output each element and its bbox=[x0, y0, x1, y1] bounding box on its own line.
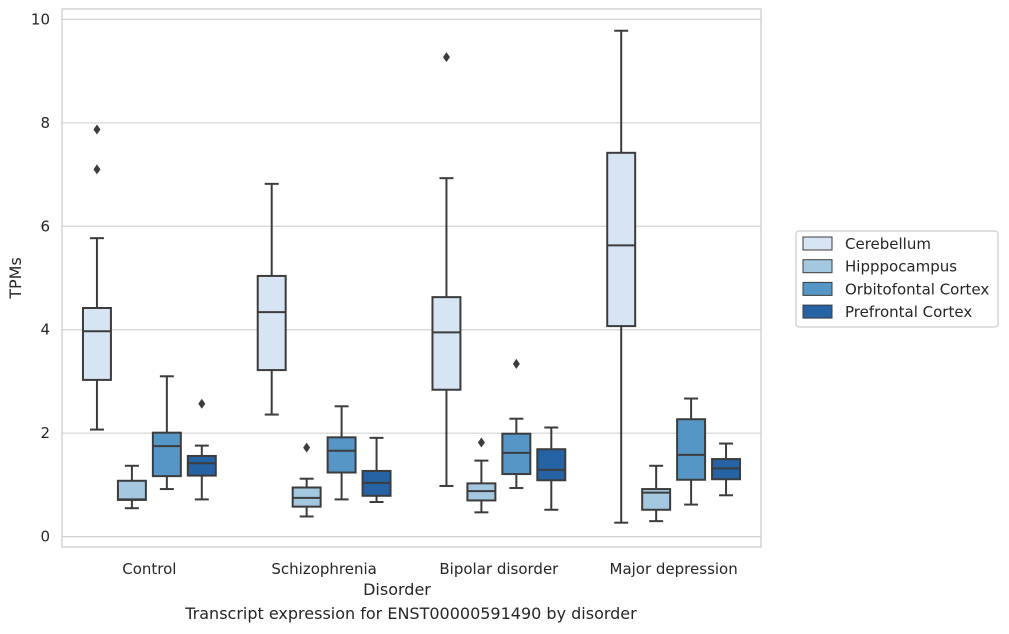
box-cerebellum bbox=[256, 182, 287, 416]
outlier-point bbox=[198, 398, 206, 409]
box-plot-series bbox=[81, 29, 742, 524]
box-hipppocampus bbox=[466, 437, 497, 514]
legend-frame bbox=[795, 230, 999, 328]
y-tick-label: 2 bbox=[40, 424, 50, 442]
box-prefrontal-cortex bbox=[711, 442, 742, 497]
box-body bbox=[431, 296, 462, 391]
box-orbitofontal-cortex bbox=[676, 397, 707, 506]
box-hipppocampus bbox=[116, 464, 147, 510]
legend-swatch bbox=[802, 236, 833, 251]
box-body bbox=[81, 307, 112, 381]
y-tick-label: 4 bbox=[40, 321, 50, 339]
y-tick-label: 10 bbox=[31, 10, 50, 28]
box-orbitofontal-cortex bbox=[326, 405, 357, 501]
box-cerebellum bbox=[431, 52, 462, 487]
box-hipppocampus bbox=[641, 464, 672, 523]
y-tick-labels: 0 2 4 6 8 10 bbox=[31, 10, 50, 545]
box-body bbox=[641, 488, 672, 511]
box-body bbox=[606, 151, 637, 328]
box-orbitofontal-cortex bbox=[501, 358, 532, 490]
legend-swatch bbox=[802, 259, 833, 274]
box-body bbox=[536, 448, 567, 482]
box-body bbox=[186, 454, 217, 477]
box-body bbox=[116, 479, 147, 501]
box-orbitofontal-cortex bbox=[151, 375, 182, 491]
legend-label: Hipppocampus bbox=[845, 258, 957, 276]
legend: Cerebellum Hipppocampus Orbitofontal Corte… bbox=[795, 230, 999, 328]
outlier-point bbox=[477, 437, 485, 448]
outlier-point bbox=[303, 442, 311, 453]
box-body bbox=[501, 432, 532, 476]
plot-area-frame bbox=[61, 8, 762, 548]
x-tick-label: Control bbox=[122, 560, 176, 578]
box-body bbox=[151, 431, 182, 478]
x-axis-label: Disorder bbox=[363, 580, 431, 599]
y-axis-label: TPMs bbox=[6, 257, 25, 300]
x-tick-label: Schizophrenia bbox=[271, 560, 376, 578]
box-hipppocampus bbox=[291, 442, 322, 518]
outlier-point bbox=[93, 124, 101, 135]
outlier-point bbox=[512, 358, 520, 369]
legend-label: Cerebellum bbox=[845, 235, 931, 253]
box-prefrontal-cortex bbox=[186, 398, 217, 501]
x-tick-label: Bipolar disorder bbox=[439, 560, 559, 578]
legend-swatch bbox=[802, 304, 833, 319]
box-cerebellum bbox=[81, 124, 112, 431]
chart-caption: Transcript expression for ENST0000059149… bbox=[185, 604, 637, 623]
legend-swatch bbox=[802, 281, 833, 296]
legend-label: Prefrontal Cortex bbox=[845, 303, 972, 321]
y-tick-label: 8 bbox=[40, 114, 50, 132]
outlier-point bbox=[442, 52, 450, 63]
box-prefrontal-cortex bbox=[361, 436, 392, 503]
y-tick-label: 6 bbox=[40, 217, 50, 235]
box-body bbox=[256, 274, 287, 372]
box-cerebellum bbox=[606, 29, 637, 524]
box-body bbox=[326, 436, 357, 474]
x-tick-labels: Control Schizophrenia Bipolar disorder Majo… bbox=[122, 560, 737, 578]
outlier-point bbox=[93, 164, 101, 175]
legend-label: Orbitofontal Cortex bbox=[845, 280, 989, 298]
box-body bbox=[676, 418, 707, 481]
box-prefrontal-cortex bbox=[536, 426, 567, 511]
y-tick-label: 0 bbox=[40, 528, 50, 546]
x-tick-label: Major depression bbox=[610, 560, 738, 578]
